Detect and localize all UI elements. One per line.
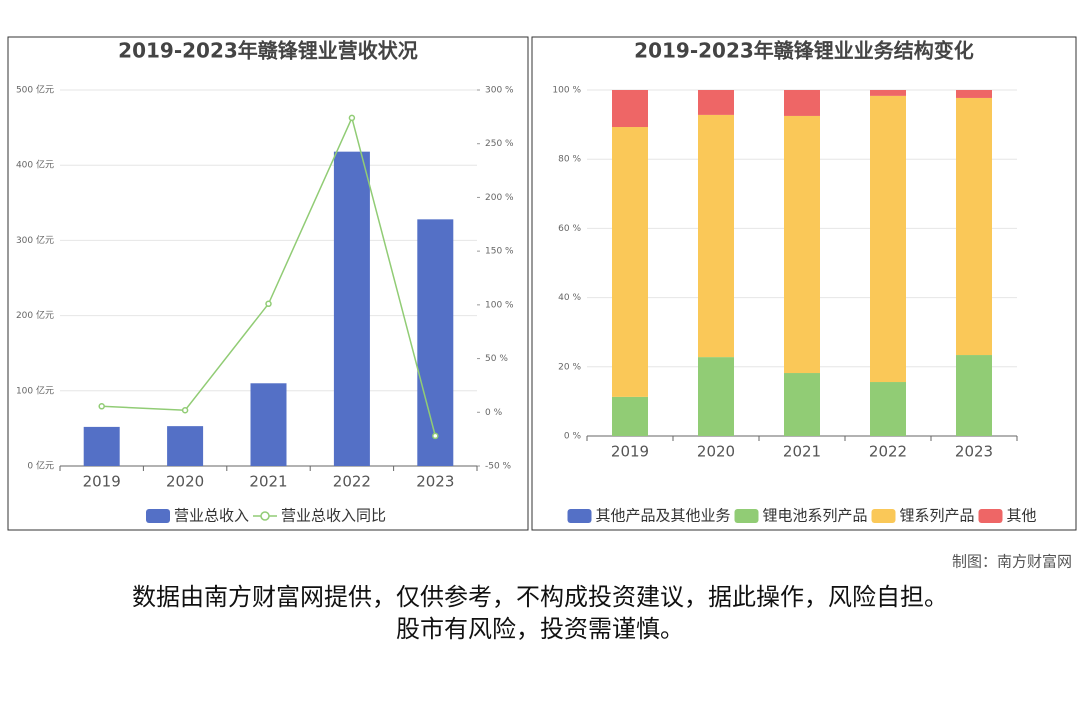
x-tick-label: 2020 <box>697 443 735 461</box>
legend-label: 营业总收入同比 <box>281 507 386 525</box>
y2-tick-label: 300 % <box>485 86 514 96</box>
legend-swatch <box>260 511 270 521</box>
y-tick-label: 60 % <box>558 224 581 234</box>
x-tick-label: 2020 <box>166 473 204 491</box>
legend-label: 锂电池系列产品 <box>763 507 868 525</box>
y2-tick-label: 100 % <box>485 300 514 310</box>
y-tick-label: 100 % <box>552 86 581 96</box>
y2-tick-label: 150 % <box>485 247 514 257</box>
y-tick-label: 0 亿元 <box>27 460 54 472</box>
legend-swatch <box>146 509 170 523</box>
y2-tick-label: 250 % <box>485 139 514 149</box>
bar-segment <box>698 90 734 115</box>
legend-label: 其他产品及其他业务 <box>596 507 731 525</box>
bar <box>333 151 370 466</box>
bar-segment <box>784 90 820 116</box>
y2-tick-label: 50 % <box>485 354 508 364</box>
chart-title: 2019-2023年赣锋锂业营收状况 <box>118 39 418 63</box>
chart-title: 2019-2023年赣锋锂业业务结构变化 <box>634 39 974 63</box>
line-point <box>265 300 272 308</box>
bar-segment <box>698 114 734 358</box>
credit: 制图：南方财富网 <box>952 553 1072 571</box>
bar-segment <box>870 95 906 383</box>
y-tick-label: 80 % <box>558 155 581 165</box>
bar-segment <box>870 90 906 96</box>
bar-segment <box>784 115 820 374</box>
legend-label: 其他 <box>1007 507 1037 525</box>
bar-segment <box>870 382 906 436</box>
legend-swatch <box>871 509 896 523</box>
line-point <box>348 114 356 122</box>
y-tick-label: 500 亿元 <box>16 84 54 96</box>
legend-swatch <box>978 509 1003 523</box>
bar-segment <box>956 97 992 356</box>
y2-tick-label: 200 % <box>485 193 514 203</box>
disclaimer: 股市有风险，投资需谨慎。 <box>396 615 684 643</box>
y-tick-label: 200 亿元 <box>16 309 54 321</box>
bar-segment <box>612 90 648 128</box>
y-tick-label: 0 % <box>564 432 582 442</box>
line-point <box>432 432 439 440</box>
x-tick-label: 2021 <box>249 473 287 491</box>
bar-segment <box>956 90 992 98</box>
line-point <box>98 403 105 410</box>
bar-segment <box>612 396 648 436</box>
y-tick-label: 300 亿元 <box>16 234 54 246</box>
legend-label: 营业总收入 <box>174 507 249 525</box>
y-tick-label: 40 % <box>558 293 581 303</box>
bar <box>250 383 287 466</box>
legend-label: 锂系列产品 <box>900 507 975 525</box>
x-tick-label: 2019 <box>83 473 121 491</box>
y2-tick-label: -50 % <box>485 462 512 472</box>
x-tick-label: 2023 <box>955 443 993 461</box>
bar-segment <box>956 355 992 436</box>
y2-tick-label: 0 % <box>485 408 503 418</box>
bar <box>83 426 120 466</box>
bar <box>417 219 454 466</box>
x-tick-label: 2019 <box>611 443 649 461</box>
x-tick-label: 2022 <box>869 443 907 461</box>
chart-frame <box>7 36 529 531</box>
bar-segment <box>698 357 734 436</box>
y-tick-label: 20 % <box>558 362 581 372</box>
x-tick-label: 2022 <box>333 473 371 491</box>
bar <box>167 426 204 466</box>
disclaimer: 数据由南方财富网提供，仅供参考，不构成投资建议，据此操作，风险自担。 <box>132 583 948 611</box>
line-point <box>181 406 189 414</box>
bar-segment <box>784 373 820 436</box>
chart-frame <box>531 36 1077 531</box>
bar-segment <box>612 127 648 397</box>
legend-swatch <box>734 509 759 523</box>
y-tick-label: 100 亿元 <box>16 384 54 396</box>
legend-swatch <box>567 509 592 523</box>
x-tick-label: 2021 <box>783 443 821 461</box>
x-tick-label: 2023 <box>416 473 454 491</box>
y-tick-label: 400 亿元 <box>16 159 54 171</box>
